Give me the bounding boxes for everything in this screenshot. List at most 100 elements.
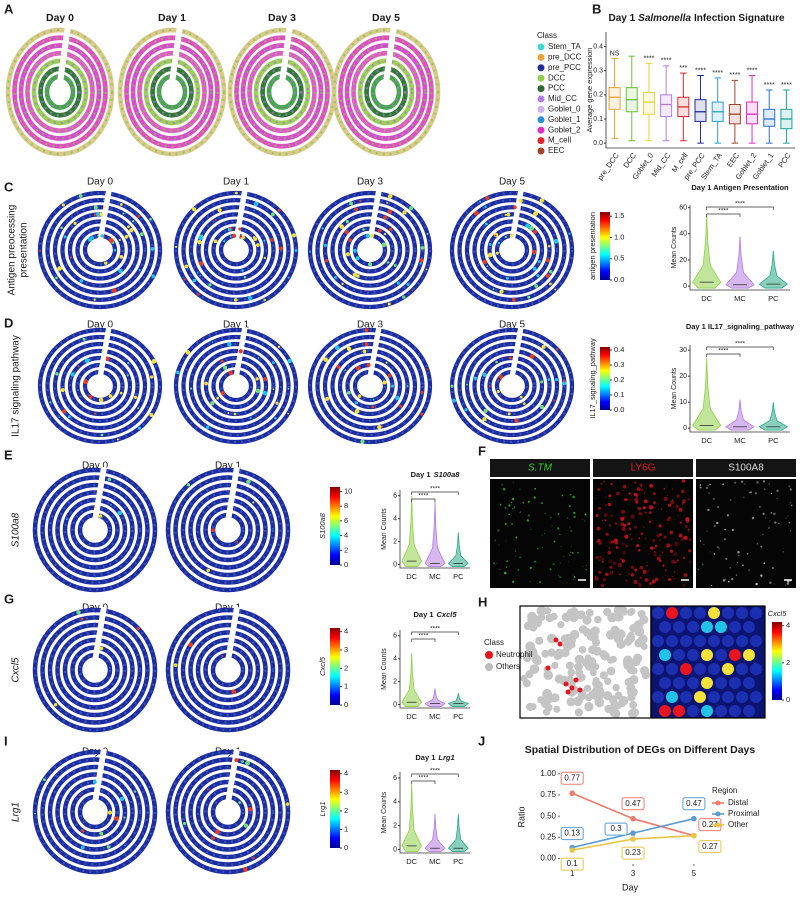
- cell: [641, 670, 650, 680]
- expression-spot: [673, 677, 685, 689]
- hotspot: [231, 233, 237, 239]
- legend-swatch: [537, 95, 545, 103]
- tissue-texture: [26, 52, 94, 132]
- violin: [725, 399, 755, 431]
- hotspot: [396, 281, 400, 285]
- significance: ****: [735, 201, 746, 208]
- hotspot: [525, 223, 530, 228]
- hotspot: [540, 380, 544, 384]
- signal-dot: [635, 501, 638, 504]
- tissue-texture: [181, 623, 275, 717]
- signal-dot: [699, 540, 702, 542]
- signal-dot: [770, 511, 773, 514]
- significance: ****: [644, 55, 655, 62]
- significance-bracket: [411, 773, 459, 777]
- cell: [612, 683, 620, 692]
- hotspot: [252, 501, 255, 504]
- signal-dot: [609, 571, 614, 575]
- tissue-gap: [367, 189, 382, 242]
- tissue-texture: [174, 616, 282, 724]
- signal-dot: [762, 480, 766, 483]
- hotspot: [100, 234, 104, 238]
- signal-dot: [710, 584, 713, 587]
- cell: [585, 608, 594, 617]
- hotspot: [198, 235, 204, 241]
- signal-dot: [605, 545, 607, 547]
- tissue-gap: [92, 748, 107, 804]
- micrograph-signal: [594, 479, 692, 588]
- signal-dot: [628, 492, 631, 495]
- hotspot: [260, 840, 263, 843]
- day-title: Day 5: [499, 320, 526, 331]
- micrograph: [490, 479, 590, 588]
- signal-dot: [601, 519, 604, 522]
- colorbar-tick-label: 2: [344, 545, 348, 554]
- tissue-texture: [151, 67, 193, 117]
- hotspot: [210, 401, 215, 406]
- tissue-texture: [196, 498, 260, 562]
- signal-dot: [674, 561, 677, 564]
- day-title: Day 0: [87, 177, 114, 188]
- hotspot: [395, 395, 400, 400]
- signal-dot: [651, 546, 654, 550]
- signal-dot: [682, 556, 686, 560]
- violin: [447, 813, 469, 852]
- signal-dot: [502, 487, 506, 491]
- significance-bracket: [706, 353, 741, 357]
- hotspot: [513, 205, 517, 210]
- tissue-texture: [212, 363, 260, 409]
- signal-dot: [624, 534, 629, 539]
- signal-dot: [713, 552, 716, 556]
- violin: [725, 236, 755, 289]
- legend-swatch: [537, 85, 545, 93]
- hotspot: [346, 391, 351, 395]
- chart-title-gene: Cxcl5: [437, 610, 458, 619]
- tissue-map: [32, 606, 158, 733]
- value-label: 0.47: [686, 799, 702, 808]
- signal-dot: [508, 513, 511, 516]
- tissue-gap: [367, 326, 382, 379]
- legend-label: Neutrophil: [496, 650, 533, 659]
- x-tick-label: 3: [631, 869, 636, 878]
- signal-dot: [658, 533, 663, 537]
- x-tick-label: DC: [406, 857, 417, 866]
- x-tick-label: PC: [453, 857, 464, 866]
- hotspot: [206, 568, 210, 573]
- x-tick-label: DC: [406, 712, 417, 721]
- signal-dot: [640, 532, 644, 536]
- legend-label: EEC: [548, 146, 565, 155]
- cell: [542, 688, 553, 699]
- expression-spot: [694, 635, 706, 647]
- day-title: Day 0: [87, 320, 114, 331]
- cell: [623, 655, 632, 665]
- colorbar-tick-label: 1: [344, 824, 348, 833]
- hotspot: [245, 760, 250, 766]
- tissue-texture: [33, 608, 157, 732]
- legend-swatch: [537, 74, 545, 82]
- hotspot: [80, 617, 84, 621]
- legend-label: Proximal: [728, 809, 759, 818]
- hotspot: [393, 264, 397, 267]
- hotspot: [539, 198, 545, 203]
- colorbar-tick-label: 0.3: [614, 360, 624, 369]
- signal-dot: [653, 547, 656, 549]
- tissue-map: [165, 466, 291, 593]
- hotspot: [228, 370, 233, 376]
- y-tick-label: 0.50: [540, 811, 556, 820]
- expression-spot: [694, 607, 706, 619]
- hotspot: [291, 233, 297, 238]
- expression-spot: [708, 663, 720, 675]
- tissue-texture: [331, 213, 409, 287]
- expression-spot: [708, 607, 720, 619]
- expression-spot: [666, 691, 678, 703]
- signal-dot: [673, 577, 675, 580]
- hotspot: [227, 342, 232, 347]
- signal-dot: [646, 564, 649, 567]
- hotspot: [359, 200, 362, 203]
- value-label-box: [604, 822, 628, 836]
- signal-dot: [617, 563, 622, 568]
- hotspot: [243, 276, 247, 279]
- y-axis-label: Mean Counts: [381, 508, 388, 550]
- chart-title: Day 1 Antigen Presentation: [691, 183, 789, 192]
- signal-dot: [568, 561, 569, 563]
